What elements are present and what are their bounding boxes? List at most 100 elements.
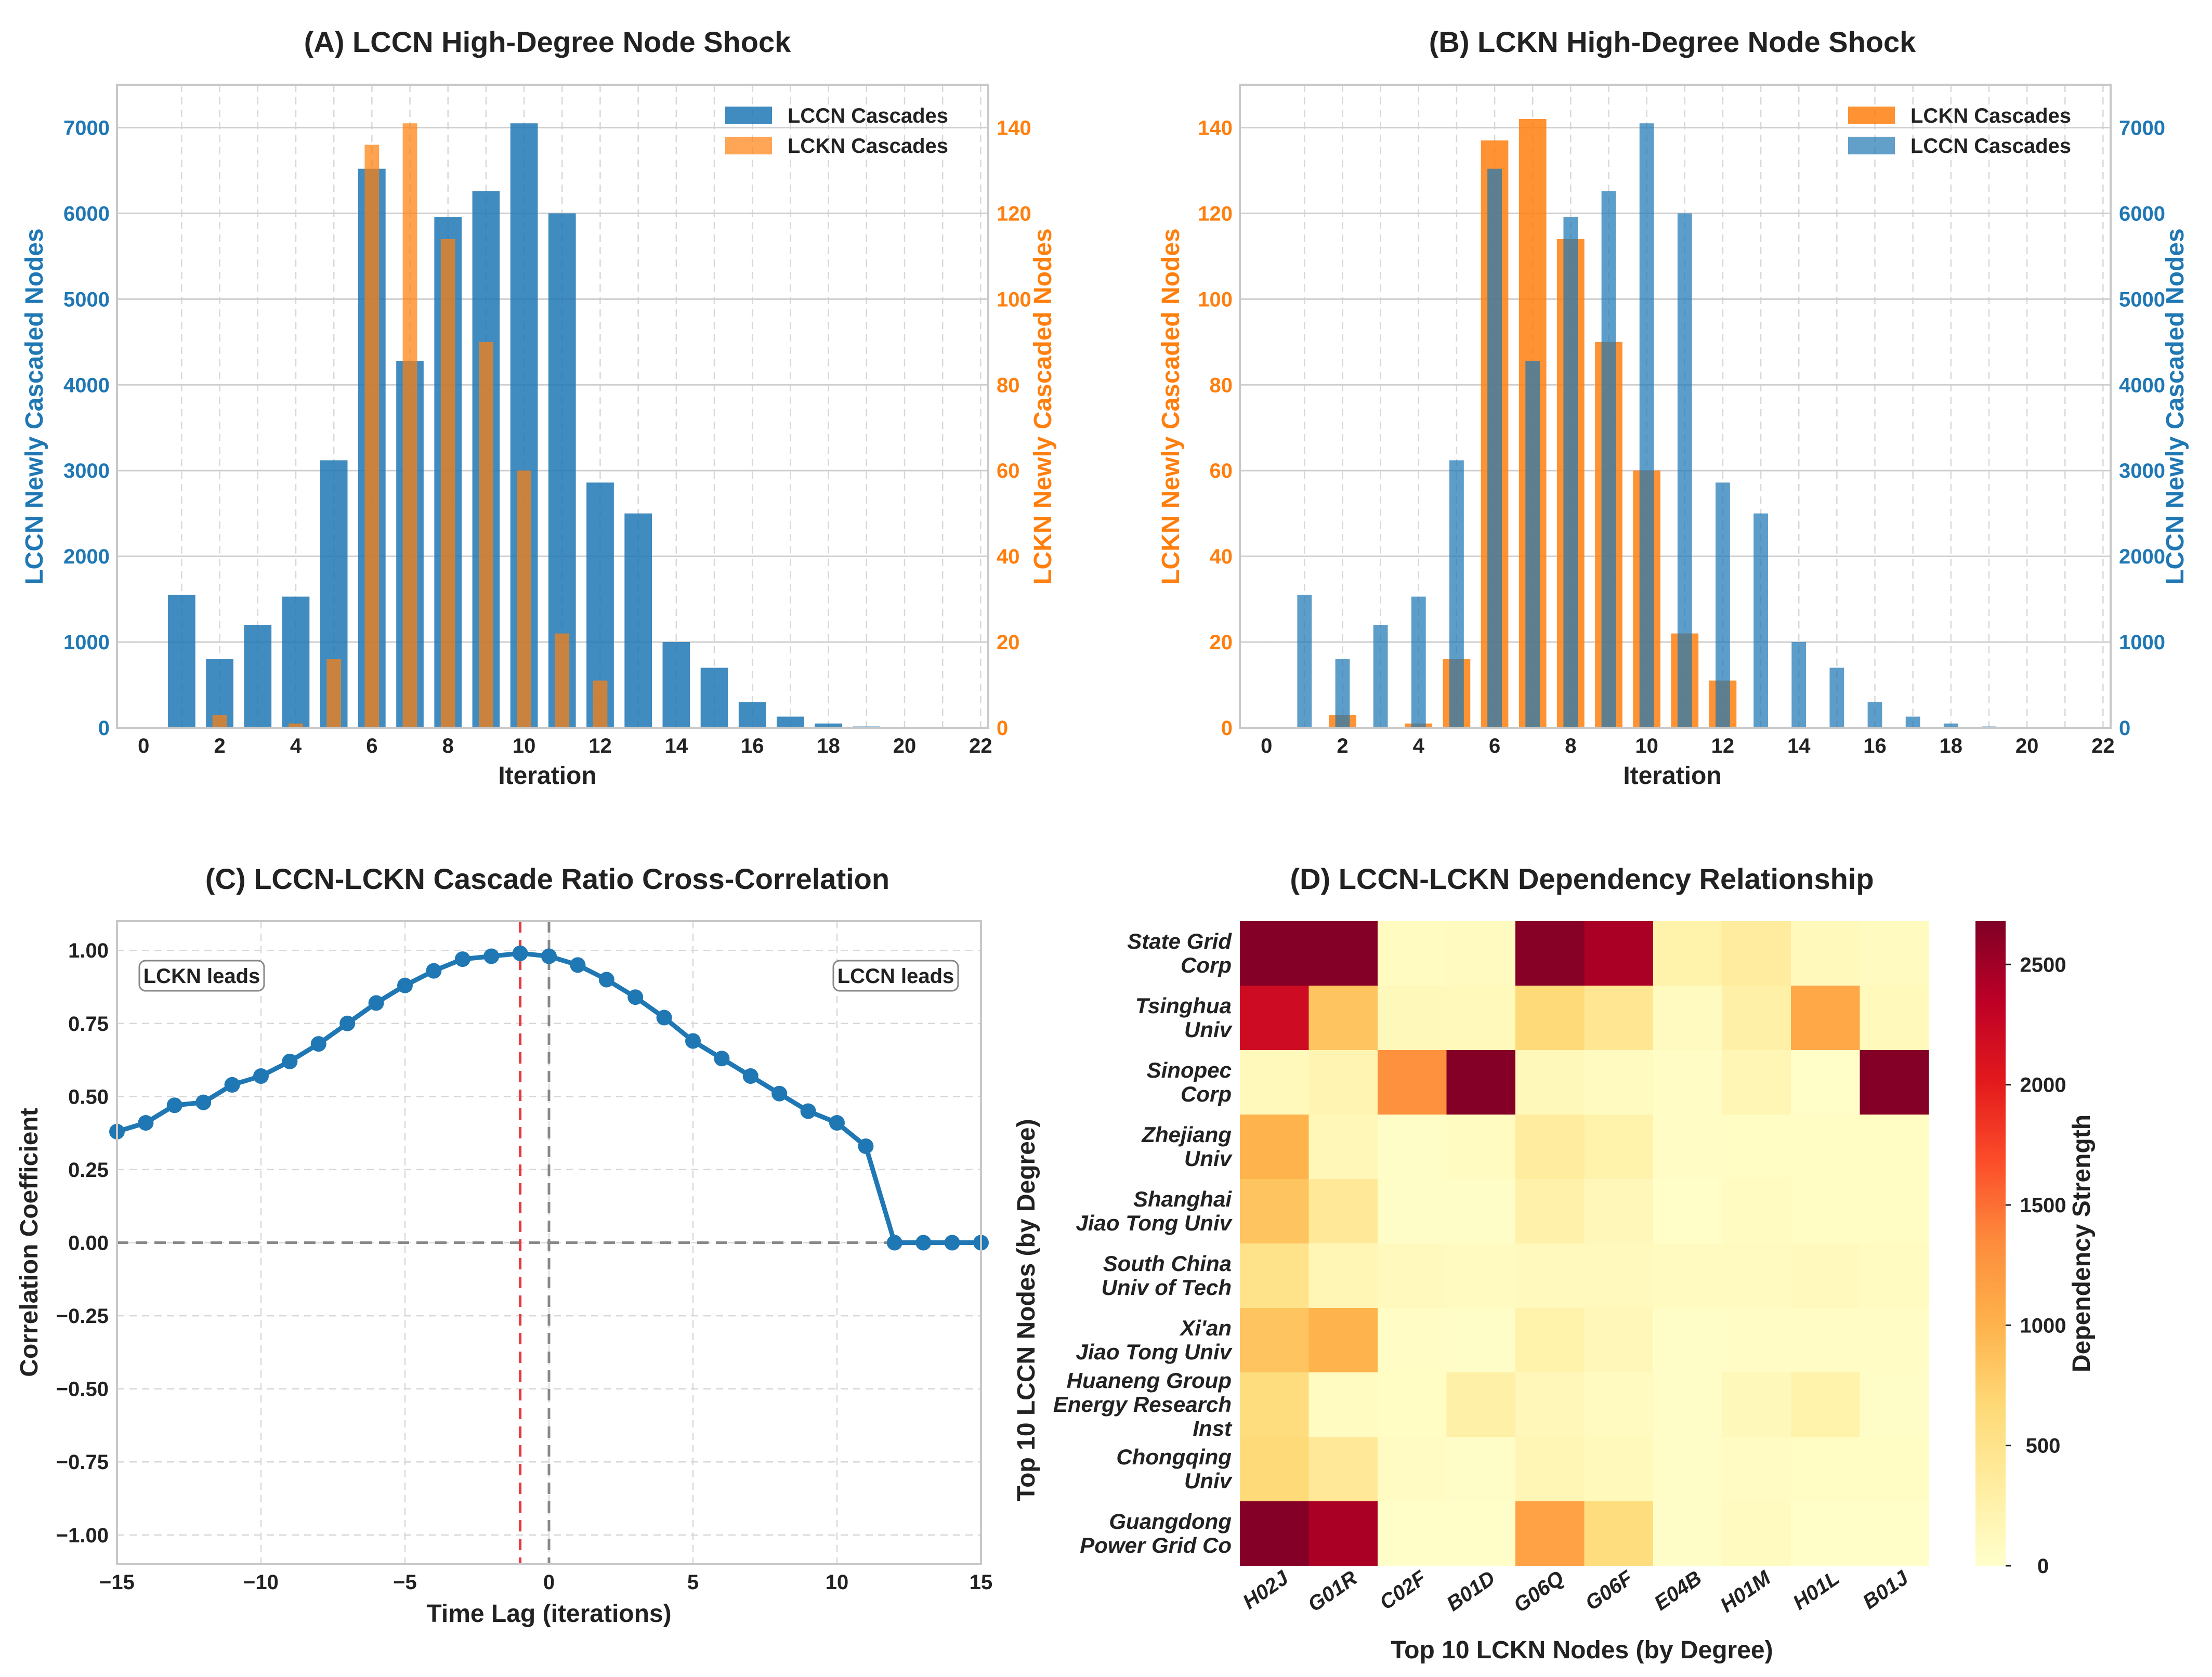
heatmap-cell [1308,1501,1378,1566]
correlation-point [800,1103,816,1119]
x-tick-label: 6 [366,735,377,757]
heatmap-cell [1653,986,1722,1051]
heatmap-cell [1308,1050,1378,1115]
panel-c-title: (C) LCCN-LCKN Cascade Ratio Cross-Correl… [205,862,889,895]
panel-a-legend-label-lccn: LCCN Cascades [788,104,948,127]
x-tick-label: 0 [1261,735,1272,757]
heatmap-cell [1653,1115,1722,1180]
bar-lccn-cascades [1829,667,1844,728]
bar-lckn-cascades [479,342,493,728]
heatmap-cell [1446,1372,1516,1437]
correlation-point [829,1115,845,1131]
heatmap-cell [1791,1437,1860,1502]
heatmap-cell [1446,921,1516,986]
heatmap-cell [1515,1243,1585,1308]
heatmap-cell [1378,1179,1447,1244]
y-left-tick-label: 80 [1210,374,1233,397]
heatmap-cell [1308,1115,1378,1180]
heatmap-cell [1378,1243,1447,1308]
y-right-tick-label: 6000 [2119,202,2165,225]
x-tick-label: 15 [970,1571,993,1594]
panel-b-bar-chart: (B) LCKN High-Degree Node Shock 0 2 4 6 8 10 1… [1157,25,2189,790]
bar-lccn-cascades [282,596,310,728]
correlation-point [195,1094,212,1110]
correlation-point [886,1235,902,1251]
x-tick-label: 8 [1565,735,1576,757]
heatmap-cell [1378,1115,1447,1180]
bar-lckn-cascades [212,715,227,728]
heatmap-cell [1791,1308,1860,1373]
y-tick-label: −1.00 [56,1524,109,1547]
heatmap-cell [1860,986,1929,1051]
heatmap-cell [1722,1308,1791,1373]
x-tick-label: 10 [513,735,536,757]
heatmap-cell [1791,986,1860,1051]
x-tick-label: 4 [1413,735,1425,757]
bar-lccn-cascades [624,513,652,728]
y-left-tick-label: 1000 [63,631,110,654]
correlation-point [512,945,528,961]
x-tick-label: 20 [893,735,917,757]
heatmap-cell [1446,1050,1516,1115]
x-tick-label: 16 [1863,735,1887,757]
x-tick-label: 2 [214,735,225,757]
colorbar [1975,921,2006,1566]
y-right-tick-label: 3000 [2119,460,2165,482]
bar-lccn-cascades [1373,625,1388,728]
y-right-tick-label: 2000 [2119,545,2165,568]
panel-b-legend-swatch-lccn [1848,137,1895,154]
heatmap-cell [1584,921,1654,986]
heatmap-cell [1860,1179,1929,1244]
heatmap-cell [1378,921,1447,986]
panel-c-plot-frame [116,920,982,1565]
heatmap-row-label: Sinopec Corp [1147,1058,1232,1106]
y-left-tick-label: 140 [1198,116,1233,139]
heatmap-cell [1515,1050,1585,1115]
heatmap-cell [1378,1437,1447,1502]
bar-lccn-cascades [1791,642,1807,728]
heatmap-cell [1515,1501,1585,1566]
heatmap-cell [1791,1372,1860,1437]
bar-lccn-cascades [1601,191,1616,728]
panel-b-legend-swatch-lckn [1848,107,1895,124]
panel-b-title: (B) LCKN High-Degree Node Shock [1429,25,1916,58]
heatmap-cell [1722,1372,1791,1437]
heatmap-row-label: Shanghai Jiao Tong Univ [1076,1187,1233,1235]
bar-lckn-cascades [517,470,532,728]
heatmap-cell [1308,1308,1378,1373]
correlation-point [685,1033,701,1049]
bar-lccn-cascades [1905,716,1920,728]
correlation-point [138,1115,154,1131]
y-right-tick-label: 4000 [2119,374,2165,397]
heatmap-cell [1722,1243,1791,1308]
heatmap-cell [1584,1372,1654,1437]
heatmap-cell [1240,1501,1309,1566]
y-left-tick-label: 7000 [63,116,110,139]
bar-lccn-cascades [1563,216,1578,728]
bar-lccn-cascades [1716,482,1730,728]
correlation-point [858,1138,874,1154]
heatmap-cell [1240,1050,1309,1115]
correlation-point [944,1235,960,1251]
panel-c-x-label: Time Lag (iterations) [426,1600,671,1628]
bar-lckn-cascades [440,239,455,728]
heatmap-column-label: B01D [1443,1566,1499,1616]
x-tick-label: 20 [2015,735,2039,757]
y-right-tick-label: 140 [997,116,1031,139]
heatmap-column-label: G06Q [1510,1566,1568,1617]
heatmap-cell [1515,1437,1585,1502]
heatmap-cell [1653,1179,1722,1244]
annotation-lccn-leads: LCCN leads [832,960,959,992]
x-tick-label: 16 [741,735,764,757]
y-left-tick-label: 40 [1210,545,1233,568]
heatmap-cell [1722,1050,1791,1115]
y-left-tick-label: 0 [1221,717,1233,740]
heatmap-cell [1722,1501,1791,1566]
y-left-tick-label: 6000 [63,202,110,225]
correlation-point [714,1051,730,1067]
panel-b-y-right-label: LCCN Newly Cascaded Nodes [2162,228,2189,585]
heatmap-cell [1791,1243,1860,1308]
heatmap-cell [1653,1501,1722,1566]
bar-lckn-cascades [289,723,303,728]
bar-lccn-cascades [1335,659,1350,728]
